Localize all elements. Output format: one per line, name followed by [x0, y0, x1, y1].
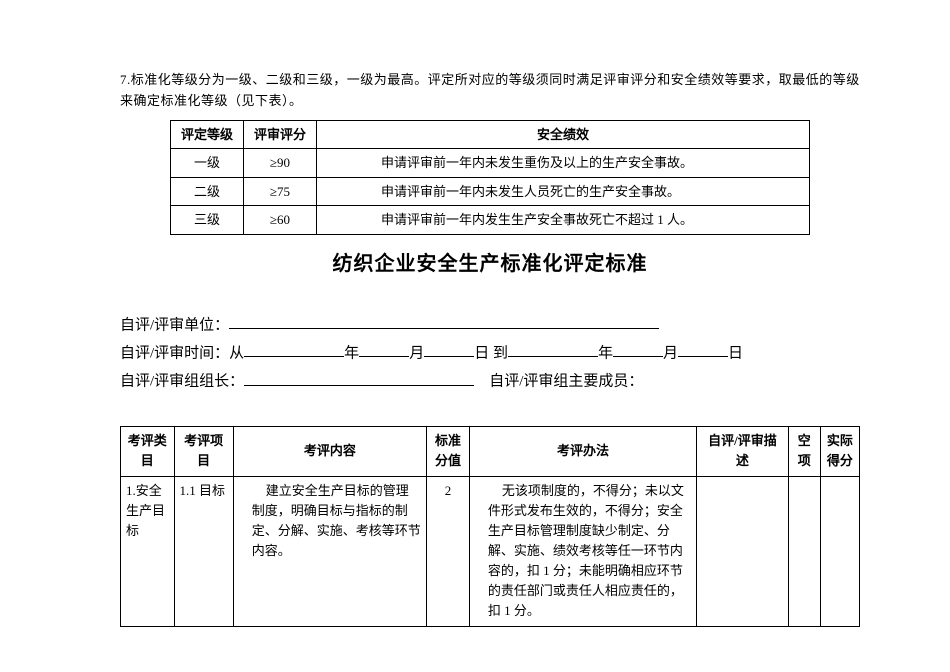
- blank-month1: [359, 340, 409, 358]
- members-label: 自评/评审组主要成员：: [489, 374, 643, 390]
- eval-header-method: 考评办法: [469, 427, 696, 476]
- grade-cell-score: ≥90: [244, 149, 317, 178]
- blank-day1: [424, 340, 474, 358]
- eval-cell-empty: [788, 476, 820, 626]
- grade-cell-score: ≥75: [244, 177, 317, 206]
- eval-cell-method: 无该项制度的，不得分；未以文件形式发布生效的，不得分；安全生产目标管理制度缺少制…: [469, 476, 696, 626]
- grade-cell-level: 一级: [171, 149, 244, 178]
- day-label2: 日: [728, 345, 743, 361]
- form-line-leader: 自评/评审组组长： 自评/评审组主要成员：: [120, 368, 860, 396]
- grade-header-perf: 安全绩效: [317, 120, 810, 149]
- intro-paragraph: 7.标准化等级分为一级、二级和三级，一级为最高。评定所对应的等级须同时满足评审评…: [120, 70, 860, 112]
- page-title: 纺织企业安全生产标准化评定标准: [120, 247, 860, 276]
- eval-row: 1.安全生产目标 1.1 目标 建立安全生产目标的管理制度，明确目标与指标的制定…: [121, 476, 860, 626]
- grade-header-level: 评定等级: [171, 120, 244, 149]
- grade-row: 二级 ≥75 申请评审前一年内未发生人员死亡的生产安全事故。: [171, 177, 810, 206]
- eval-header-row: 考评类目 考评项目 考评内容 标准分值 考评办法 自评/评审描述 空项 实际得分: [121, 427, 860, 476]
- blank-month2: [613, 340, 663, 358]
- day-label: 日: [474, 345, 489, 361]
- eval-header-empty: 空项: [788, 427, 820, 476]
- blank-year1: [244, 340, 344, 358]
- eval-header-actual: 实际得分: [820, 427, 859, 476]
- eval-table: 考评类目 考评项目 考评内容 标准分值 考评办法 自评/评审描述 空项 实际得分…: [120, 426, 860, 626]
- grade-header-score: 评审评分: [244, 120, 317, 149]
- blank-day2: [678, 340, 728, 358]
- grade-table: 评定等级 评审评分 安全绩效 一级 ≥90 申请评审前一年内未发生重伤及以上的生…: [170, 120, 810, 235]
- grade-cell-level: 三级: [171, 206, 244, 235]
- unit-label: 自评/评审单位：: [120, 317, 229, 333]
- grade-row: 一级 ≥90 申请评审前一年内未发生重伤及以上的生产安全事故。: [171, 149, 810, 178]
- eval-cell-cat: 1.安全生产目标: [121, 476, 175, 626]
- to-label: 到: [493, 345, 508, 361]
- eval-header-content: 考评内容: [233, 427, 426, 476]
- eval-header-cat: 考评类目: [121, 427, 175, 476]
- eval-header-desc: 自评/评审描述: [697, 427, 789, 476]
- grade-header-row: 评定等级 评审评分 安全绩效: [171, 120, 810, 149]
- blank-year2: [508, 340, 598, 358]
- eval-header-score: 标准分值: [427, 427, 470, 476]
- eval-cell-content: 建立安全生产目标的管理制度，明确目标与指标的制定、分解、实施、考核等环节内容。: [233, 476, 426, 626]
- eval-cell-item: 1.1 目标: [174, 476, 233, 626]
- eval-header-item: 考评项目: [174, 427, 233, 476]
- time-label: 自评/评审时间：从: [120, 345, 244, 361]
- year-label2: 年: [598, 345, 613, 361]
- form-line-unit: 自评/评审单位：: [120, 312, 860, 340]
- grade-row: 三级 ≥60 申请评审前一年内发生生产安全事故死亡不超过 1 人。: [171, 206, 810, 235]
- form-line-time: 自评/评审时间：从 年 月 日 到 年 月 日: [120, 340, 860, 368]
- grade-cell-score: ≥60: [244, 206, 317, 235]
- year-label: 年: [344, 345, 359, 361]
- leader-label: 自评/评审组组长：: [120, 374, 244, 390]
- month-label: 月: [409, 345, 424, 361]
- page-root: 7.标准化等级分为一级、二级和三级，一级为最高。评定所对应的等级须同时满足评审评…: [0, 0, 950, 647]
- eval-cell-actual: [820, 476, 859, 626]
- leader-underline: [244, 368, 474, 386]
- grade-cell-perf: 申请评审前一年内未发生重伤及以上的生产安全事故。: [317, 149, 810, 178]
- grade-cell-level: 二级: [171, 177, 244, 206]
- eval-cell-desc: [697, 476, 789, 626]
- eval-cell-score: 2: [427, 476, 470, 626]
- form-block: 自评/评审单位： 自评/评审时间：从 年 月 日 到 年 月 日 自评/评审组组长： 自评/…: [120, 312, 860, 397]
- grade-cell-perf: 申请评审前一年内发生生产安全事故死亡不超过 1 人。: [317, 206, 810, 235]
- month-label2: 月: [663, 345, 678, 361]
- unit-underline: [229, 312, 659, 330]
- grade-cell-perf: 申请评审前一年内未发生人员死亡的生产安全事故。: [317, 177, 810, 206]
